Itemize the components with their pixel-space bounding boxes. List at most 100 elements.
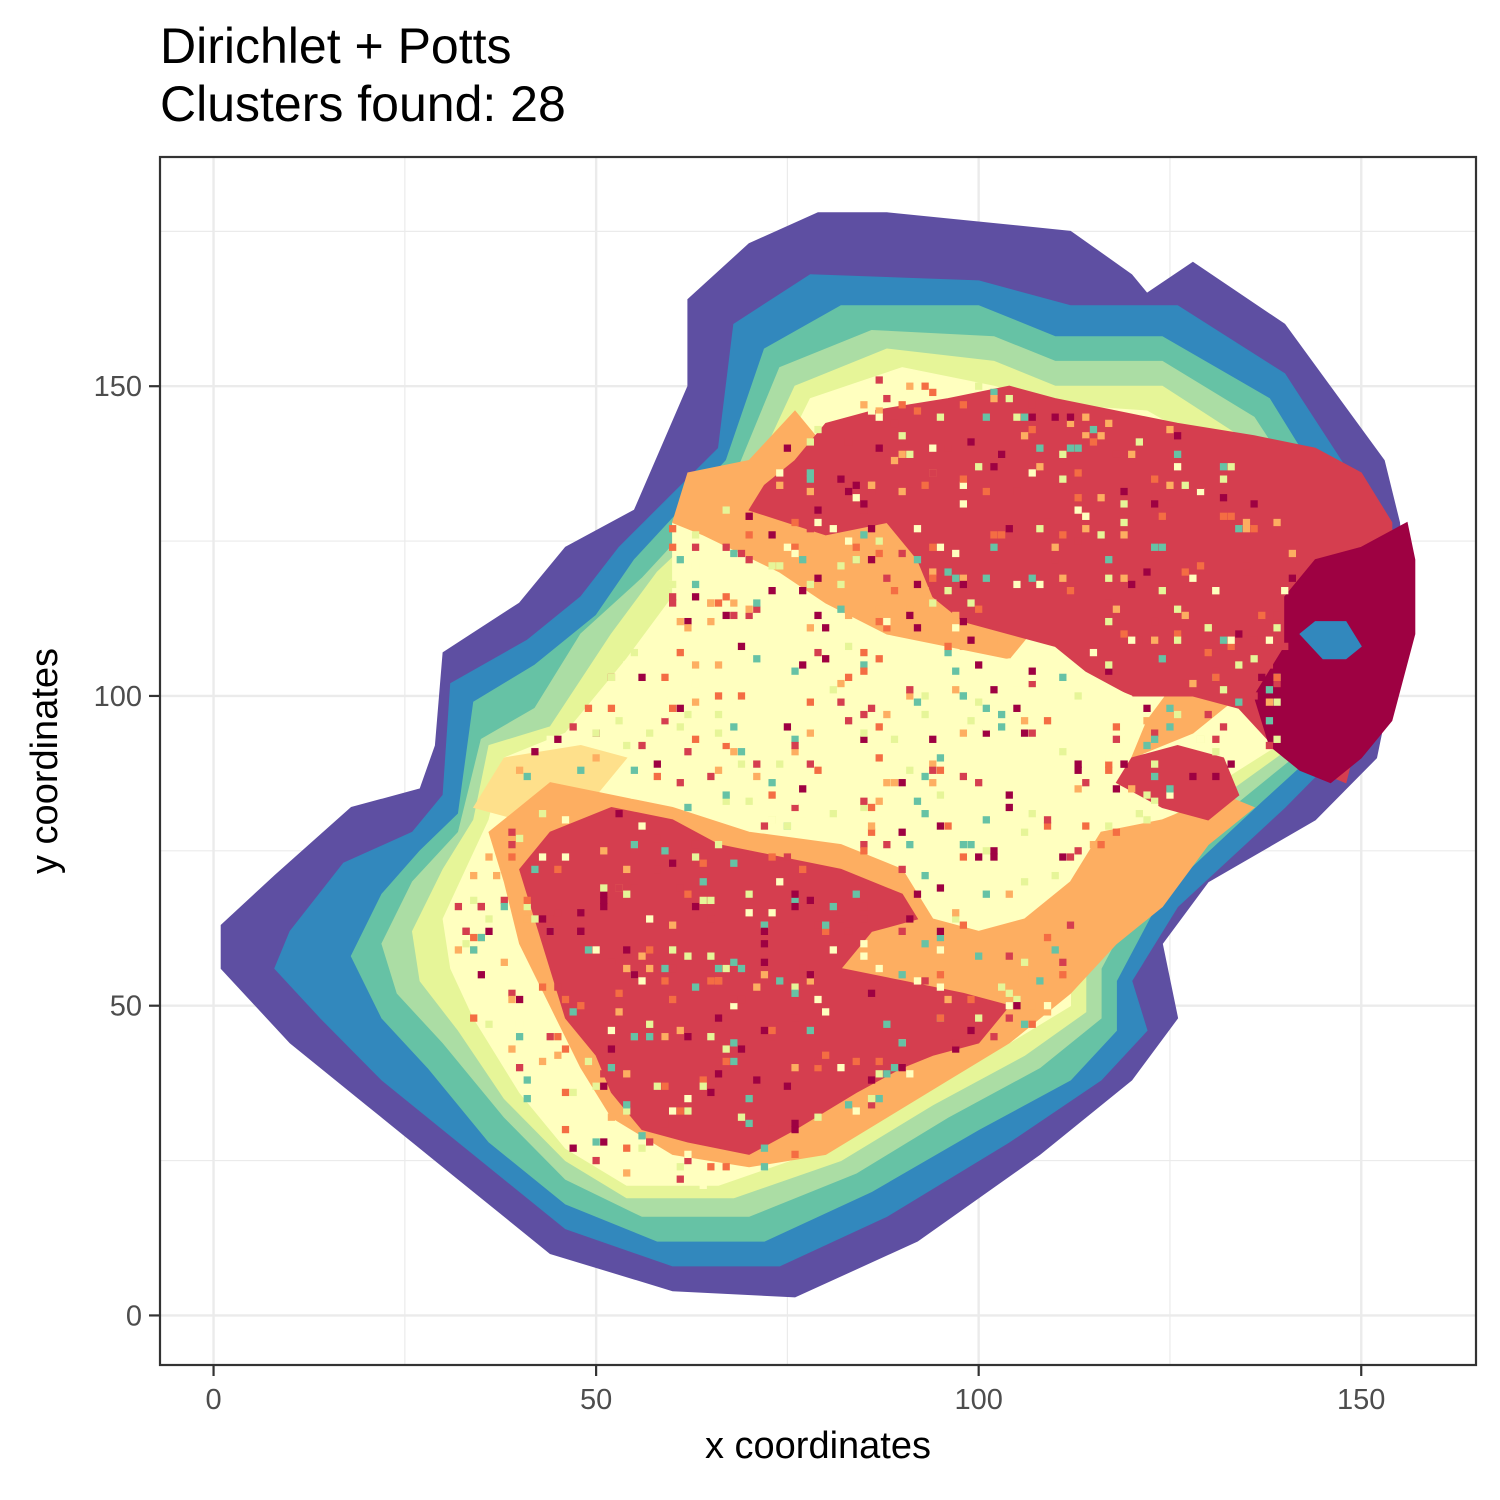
spot	[508, 853, 516, 861]
spot	[990, 394, 998, 403]
spot	[783, 1082, 792, 1090]
spot	[714, 766, 723, 774]
spot	[454, 902, 463, 911]
spot	[691, 593, 700, 601]
spot	[500, 983, 508, 991]
spot	[684, 748, 692, 756]
spot	[944, 568, 952, 576]
spot	[1151, 772, 1159, 781]
spot	[714, 964, 723, 973]
spot	[722, 735, 730, 743]
spot	[814, 574, 822, 582]
spot	[1212, 667, 1220, 675]
spot	[1173, 710, 1182, 719]
spot	[860, 952, 868, 960]
spot	[561, 816, 570, 824]
spot	[952, 915, 960, 923]
spot	[967, 599, 975, 607]
spot	[806, 977, 814, 985]
cluster-region-blue-island	[1299, 621, 1362, 660]
spot	[791, 723, 799, 731]
spot	[1151, 617, 1159, 626]
spot	[944, 865, 952, 874]
spot	[890, 853, 899, 861]
spot	[577, 927, 585, 935]
spot	[600, 884, 608, 892]
spot	[1120, 531, 1128, 539]
spot	[1181, 679, 1189, 688]
spot	[714, 977, 723, 985]
spot	[554, 983, 562, 991]
spot	[1204, 710, 1212, 719]
spot	[860, 401, 868, 409]
spot	[990, 1033, 998, 1041]
spot	[485, 958, 493, 966]
spot	[867, 989, 876, 997]
panel-border	[158, 155, 1478, 1367]
spot	[653, 865, 661, 874]
spot	[1288, 549, 1297, 558]
spot	[1212, 748, 1220, 756]
spot	[913, 525, 922, 533]
spot	[1173, 605, 1182, 613]
spot	[684, 624, 692, 632]
spot	[791, 518, 799, 527]
spot	[1005, 394, 1013, 403]
spot	[883, 1070, 891, 1078]
spot	[844, 642, 853, 651]
spot	[523, 1076, 531, 1084]
spot	[462, 878, 470, 886]
spot	[1235, 661, 1243, 669]
spot	[806, 580, 814, 589]
spot	[768, 587, 776, 595]
spot	[1051, 413, 1059, 421]
spot	[714, 1014, 723, 1022]
spot	[737, 995, 746, 1004]
spot	[1151, 475, 1159, 483]
spot	[737, 1045, 746, 1053]
spot	[676, 648, 684, 657]
spot	[745, 556, 753, 564]
spot	[860, 915, 868, 923]
spot	[1105, 574, 1113, 582]
spot	[1166, 481, 1174, 489]
spot	[684, 1107, 692, 1115]
spot	[646, 964, 654, 973]
spot	[714, 692, 723, 700]
spot	[1166, 785, 1174, 793]
spot	[936, 971, 945, 979]
spot	[837, 1064, 845, 1072]
spot	[623, 865, 631, 874]
spot	[584, 946, 593, 954]
spot	[791, 989, 799, 997]
spot	[791, 667, 799, 675]
spot	[1120, 500, 1128, 508]
spot	[699, 1181, 707, 1189]
spot	[531, 865, 539, 874]
spot	[1158, 587, 1166, 595]
spot	[791, 748, 799, 756]
spot	[768, 1026, 776, 1035]
spot	[699, 859, 707, 867]
spot	[730, 723, 738, 731]
spot	[600, 1082, 608, 1090]
spot	[1265, 698, 1274, 706]
spot	[822, 927, 830, 935]
spot	[515, 766, 524, 774]
spot	[1089, 425, 1098, 434]
spot	[607, 673, 616, 682]
spot	[913, 556, 922, 564]
spot	[883, 1020, 891, 1028]
spot	[906, 382, 914, 390]
spot	[684, 667, 692, 675]
spot	[1196, 735, 1205, 743]
y-tick-label: 50	[110, 991, 142, 1023]
spot	[600, 1138, 608, 1146]
spot	[867, 407, 876, 415]
spot	[768, 605, 776, 613]
spot	[791, 735, 799, 743]
spot	[714, 729, 723, 737]
spot	[1028, 667, 1036, 675]
spot	[936, 413, 945, 421]
spot	[990, 686, 998, 694]
